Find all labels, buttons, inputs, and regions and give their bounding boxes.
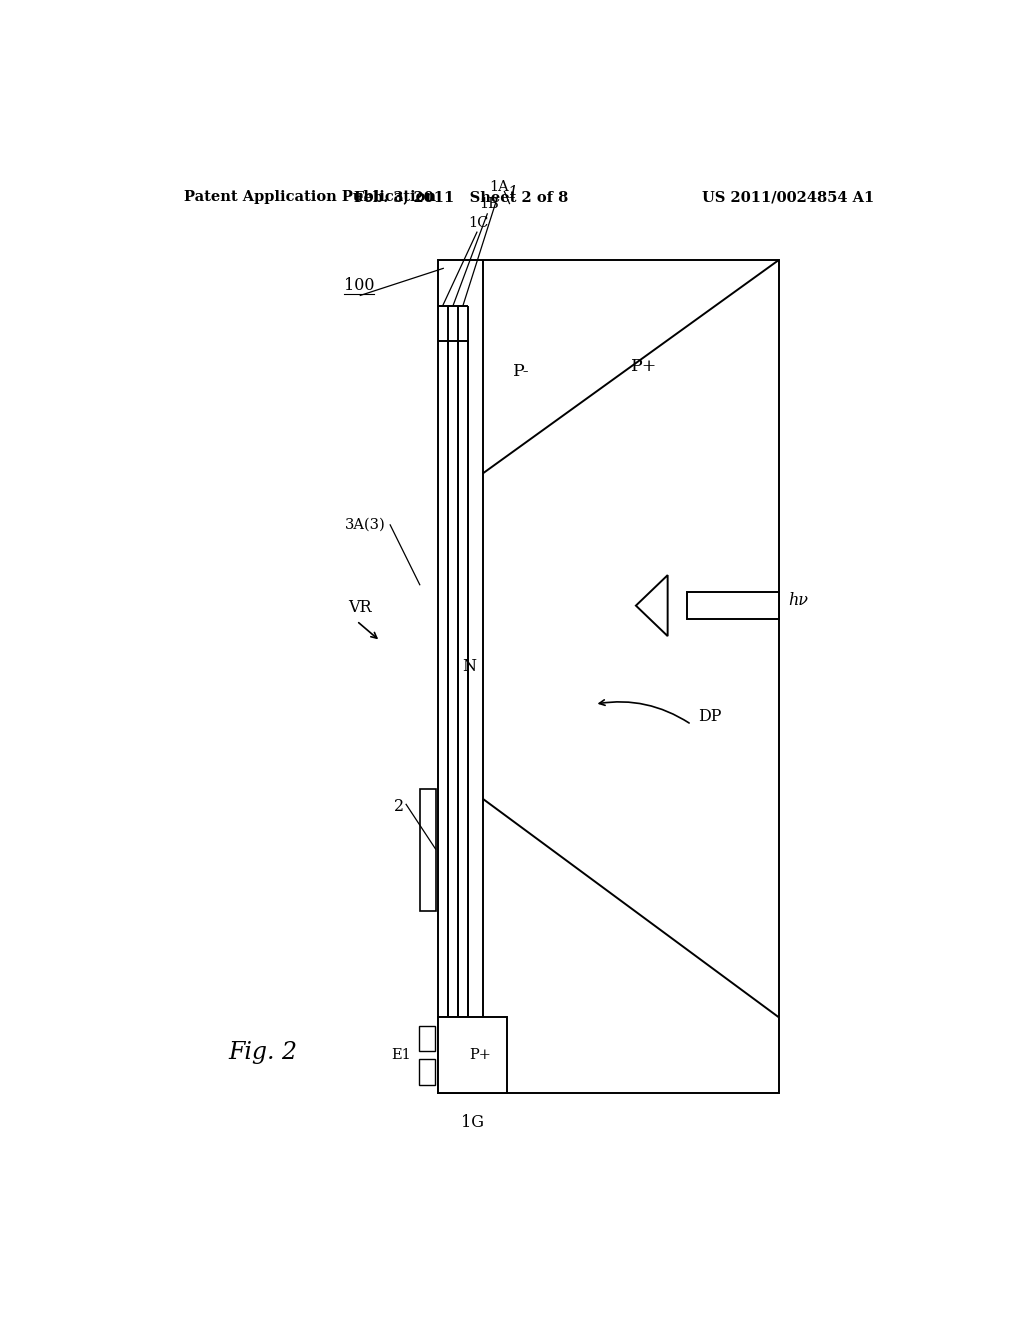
Text: E1: E1 bbox=[391, 1048, 412, 1063]
Text: N: N bbox=[462, 659, 476, 675]
Text: US 2011/0024854 A1: US 2011/0024854 A1 bbox=[701, 190, 873, 205]
Bar bbox=[420, 788, 436, 911]
Bar bbox=[687, 593, 778, 619]
Text: 1B: 1B bbox=[479, 197, 499, 211]
Text: 100: 100 bbox=[344, 277, 375, 294]
Text: P+: P+ bbox=[469, 1048, 490, 1063]
Text: 1A: 1A bbox=[489, 180, 509, 194]
Text: VR: VR bbox=[348, 599, 373, 616]
Text: 3A(3): 3A(3) bbox=[345, 517, 386, 532]
Text: 1C: 1C bbox=[469, 215, 488, 230]
Polygon shape bbox=[636, 576, 668, 636]
Bar bbox=[437, 1018, 507, 1093]
Text: Fig. 2: Fig. 2 bbox=[228, 1041, 297, 1064]
Text: 1G: 1G bbox=[461, 1114, 483, 1131]
Text: Patent Application Publication: Patent Application Publication bbox=[183, 190, 435, 205]
Text: P-: P- bbox=[513, 363, 530, 380]
Bar bbox=[419, 1026, 435, 1051]
Text: Feb. 3, 2011   Sheet 2 of 8: Feb. 3, 2011 Sheet 2 of 8 bbox=[354, 190, 568, 205]
Text: DP: DP bbox=[697, 708, 721, 725]
Text: hν: hν bbox=[788, 593, 808, 609]
Bar bbox=[437, 260, 778, 1093]
Text: 1: 1 bbox=[508, 185, 518, 202]
Text: 2: 2 bbox=[394, 799, 404, 816]
Bar bbox=[419, 1060, 435, 1085]
Text: P+: P+ bbox=[631, 358, 657, 375]
